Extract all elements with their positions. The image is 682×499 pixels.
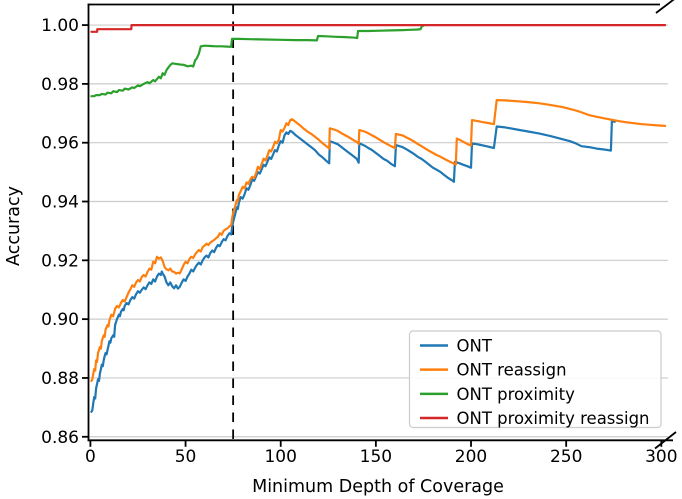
legend-label-ont-reassign: ONT reassign — [457, 361, 567, 380]
x-tick-label-150: 150 — [360, 447, 392, 467]
legend-label-ont-proximity: ONT proximity — [457, 385, 576, 404]
y-tick-label-0.96: 0.96 — [41, 134, 79, 154]
y-tick-label-0.86: 0.86 — [41, 428, 79, 448]
legend-label-ont: ONT — [457, 337, 493, 356]
x-tick-label-200: 200 — [455, 447, 487, 467]
series-line-ont-reassign — [90, 98, 667, 382]
series-line-ont-proximity-reassign — [90, 24, 667, 33]
series-line-ont — [90, 119, 616, 413]
y-tick-label-1.00: 1.00 — [41, 16, 79, 36]
legend-item-ont-proximity: ONT proximity — [420, 385, 575, 404]
legend-label-ont-proximity-reassign: ONT proximity reassign — [457, 409, 650, 428]
y-tick-label-0.88: 0.88 — [41, 369, 79, 389]
x-tick-label-300: 300 — [645, 447, 677, 467]
axis-break-mark-top-icon — [655, 0, 675, 14]
legend-box — [408, 330, 662, 429]
y-tick-label-0.92: 0.92 — [41, 251, 79, 271]
legend-item-ont-proximity-reassign: ONT proximity reassign — [420, 409, 650, 428]
y-tick-label-0.94: 0.94 — [41, 193, 79, 213]
axis-break-mark-bottom-icon — [654, 431, 677, 450]
x-axis-label: Minimum Depth of Coverage — [252, 477, 504, 497]
legend: ONT ONT reassign ONT proximity ONT proximit… — [408, 330, 662, 429]
x-tick-label-100: 100 — [264, 447, 296, 467]
y-axis-label: Accuracy — [4, 186, 24, 266]
x-tick-label-0: 0 — [85, 447, 96, 467]
x-tick-label-250: 250 — [550, 447, 582, 467]
legend-item-ont-reassign: ONT reassign — [420, 361, 567, 380]
series-line-ont-proximity — [90, 24, 425, 98]
x-tick-label-50: 50 — [175, 447, 197, 467]
legend-item-ont: ONT — [420, 337, 493, 356]
y-tick-label-0.90: 0.90 — [41, 310, 79, 330]
y-tick-label-0.98: 0.98 — [41, 75, 79, 95]
